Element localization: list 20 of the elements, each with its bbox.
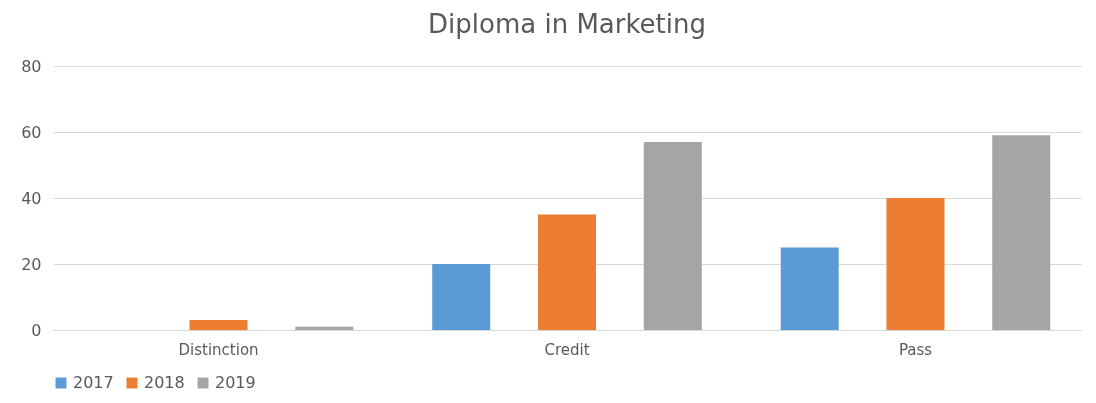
bar <box>886 198 945 330</box>
bar <box>432 264 491 330</box>
y-tick-label: 40 <box>21 188 42 208</box>
bar <box>295 326 354 330</box>
legend-label: 2017 <box>73 373 114 392</box>
x-tick-label: Distinction <box>178 340 259 359</box>
chart-title: Diploma in Marketing <box>428 9 706 39</box>
y-tick-label: 60 <box>21 122 42 142</box>
bar <box>643 141 702 330</box>
bar <box>189 320 248 330</box>
legend-label: 2019 <box>215 373 256 392</box>
y-tick-label: 0 <box>31 320 42 340</box>
y-tick-label: 20 <box>21 254 42 274</box>
legend-label: 2018 <box>144 373 185 392</box>
bar <box>780 247 839 330</box>
bar <box>538 214 596 330</box>
x-tick-label: Credit <box>544 340 590 359</box>
x-tick-label: Pass <box>898 340 933 359</box>
bar <box>992 135 1051 330</box>
y-tick-label: 80 <box>21 56 42 76</box>
